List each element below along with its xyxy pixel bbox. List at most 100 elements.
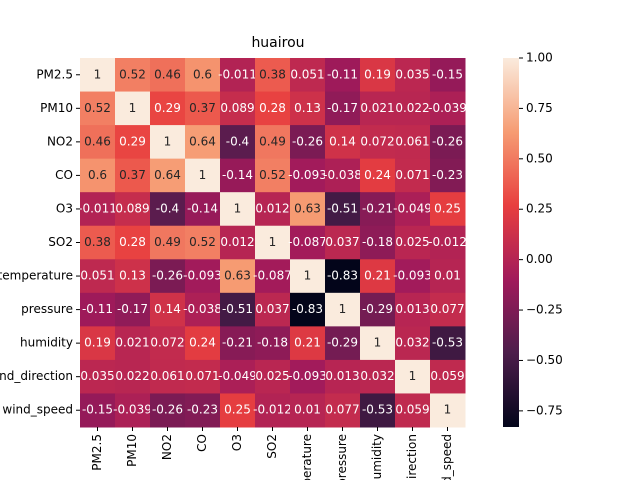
cell-label: 0.25 — [224, 403, 251, 417]
heatmap-cell — [255, 91, 291, 126]
heatmap-cell — [430, 393, 466, 428]
heatmap-cell — [430, 158, 466, 193]
heatmap-cell — [185, 393, 221, 428]
heatmap-cell — [430, 58, 466, 93]
cell-label: 0.28 — [119, 235, 146, 249]
cell-label: 0.071 — [395, 168, 429, 182]
heatmap-cell — [185, 192, 221, 227]
heatmap-cell — [115, 225, 151, 260]
cell-label: -0.093 — [288, 168, 327, 182]
y-tick-label: pressure — [21, 302, 73, 316]
x-tick-label: O3 — [230, 434, 244, 451]
heatmap-cell — [220, 393, 256, 428]
x-tick-label: CO — [195, 434, 209, 452]
cell-label: 0.013 — [325, 369, 359, 383]
heatmap-cell — [360, 292, 396, 327]
heatmap-cell — [360, 91, 396, 126]
heatmap-cell — [430, 225, 466, 260]
heatmap-cell — [150, 192, 186, 227]
cell-label: 0.6 — [88, 168, 107, 182]
heatmap-cell — [430, 359, 466, 394]
heatmap-cell — [115, 125, 151, 160]
heatmap-cell — [150, 158, 186, 193]
heatmap-cell — [360, 158, 396, 193]
cell-label: -0.011 — [78, 201, 117, 215]
heatmap-cell — [150, 91, 186, 126]
heatmap-cell — [115, 393, 151, 428]
cell-label: 0.24 — [189, 336, 216, 350]
heatmap-cell — [325, 91, 361, 126]
heatmap-cell — [395, 125, 431, 160]
heatmap-cell — [395, 292, 431, 327]
colorbar-tick-label: −0.75 — [526, 403, 563, 417]
heatmap-cell — [185, 225, 221, 260]
cell-label: 1 — [304, 269, 312, 283]
heatmap-cell — [255, 393, 291, 428]
colorbar-tick-label: −0.50 — [526, 353, 563, 367]
cell-label: 1 — [409, 369, 417, 383]
y-tick-label: NO2 — [47, 134, 73, 148]
heatmap-cell — [80, 393, 116, 428]
y-tick-label: SO2 — [48, 235, 73, 249]
cell-label: 0.6 — [193, 67, 212, 81]
cell-label: -0.087 — [253, 269, 292, 283]
x-tick-label: wind_direction — [405, 434, 419, 480]
cell-label: -0.83 — [327, 269, 358, 283]
cell-label: 0.051 — [290, 67, 324, 81]
cell-label: 1 — [129, 101, 137, 115]
heatmap-cell — [150, 58, 186, 93]
y-tick-label: temperature — [0, 269, 73, 283]
heatmap-cell — [290, 225, 326, 260]
y-tick-label: CO — [55, 168, 73, 182]
heatmap-cell — [360, 125, 396, 160]
cell-label: 0.24 — [364, 168, 391, 182]
y-tick-label: PM2.5 — [36, 67, 73, 81]
cell-label: -0.53 — [362, 403, 393, 417]
cell-label: 1 — [94, 67, 102, 81]
heatmap-cell — [115, 192, 151, 227]
heatmap-cell — [325, 125, 361, 160]
colorbar-tick-label: 0.50 — [526, 151, 553, 165]
heatmap-cell — [150, 393, 186, 428]
cell-label: 0.52 — [189, 235, 216, 249]
cell-label: 0.21 — [294, 336, 321, 350]
cell-label: 0.01 — [294, 403, 321, 417]
cell-label: -0.093 — [288, 369, 327, 383]
cell-label: 0.28 — [259, 101, 286, 115]
heatmap-cell — [325, 326, 361, 361]
cell-label: 0.63 — [224, 269, 251, 283]
heatmap-cell — [290, 125, 326, 160]
cell-label: 1 — [199, 168, 207, 182]
cell-label: 0.63 — [294, 201, 321, 215]
cell-label: -0.4 — [156, 201, 179, 215]
x-tick-label: wind_speed — [440, 434, 454, 480]
cell-label: 0.52 — [119, 67, 146, 81]
cell-label: -0.039 — [428, 101, 467, 115]
heatmap-cell — [395, 359, 431, 394]
colorbar-tick-label: 0.75 — [526, 101, 553, 115]
heatmap-cell — [290, 393, 326, 428]
cell-label: 0.64 — [189, 134, 216, 148]
cell-label: -0.039 — [113, 403, 152, 417]
cell-label: 0.012 — [220, 235, 254, 249]
heatmap-cell — [80, 326, 116, 361]
heatmap-cell — [290, 192, 326, 227]
cell-label: 0.059 — [430, 369, 464, 383]
cell-label: -0.049 — [218, 369, 257, 383]
heatmap-cell — [290, 326, 326, 361]
heatmap-cell — [255, 125, 291, 160]
heatmap-cell — [220, 326, 256, 361]
heatmap-cell — [255, 158, 291, 193]
cell-label: 0.49 — [259, 134, 286, 148]
cell-label: 0.64 — [154, 168, 181, 182]
heatmap-cell — [150, 359, 186, 394]
cell-label: -0.087 — [288, 235, 327, 249]
heatmap-cell — [360, 225, 396, 260]
heatmap-cell — [325, 259, 361, 294]
x-tick-label: humidity — [370, 434, 384, 480]
heatmap-cell — [255, 259, 291, 294]
cell-label: 0.032 — [360, 369, 394, 383]
heatmap-cell — [80, 292, 116, 327]
heatmap-cell — [430, 192, 466, 227]
cell-label: 0.012 — [255, 201, 289, 215]
